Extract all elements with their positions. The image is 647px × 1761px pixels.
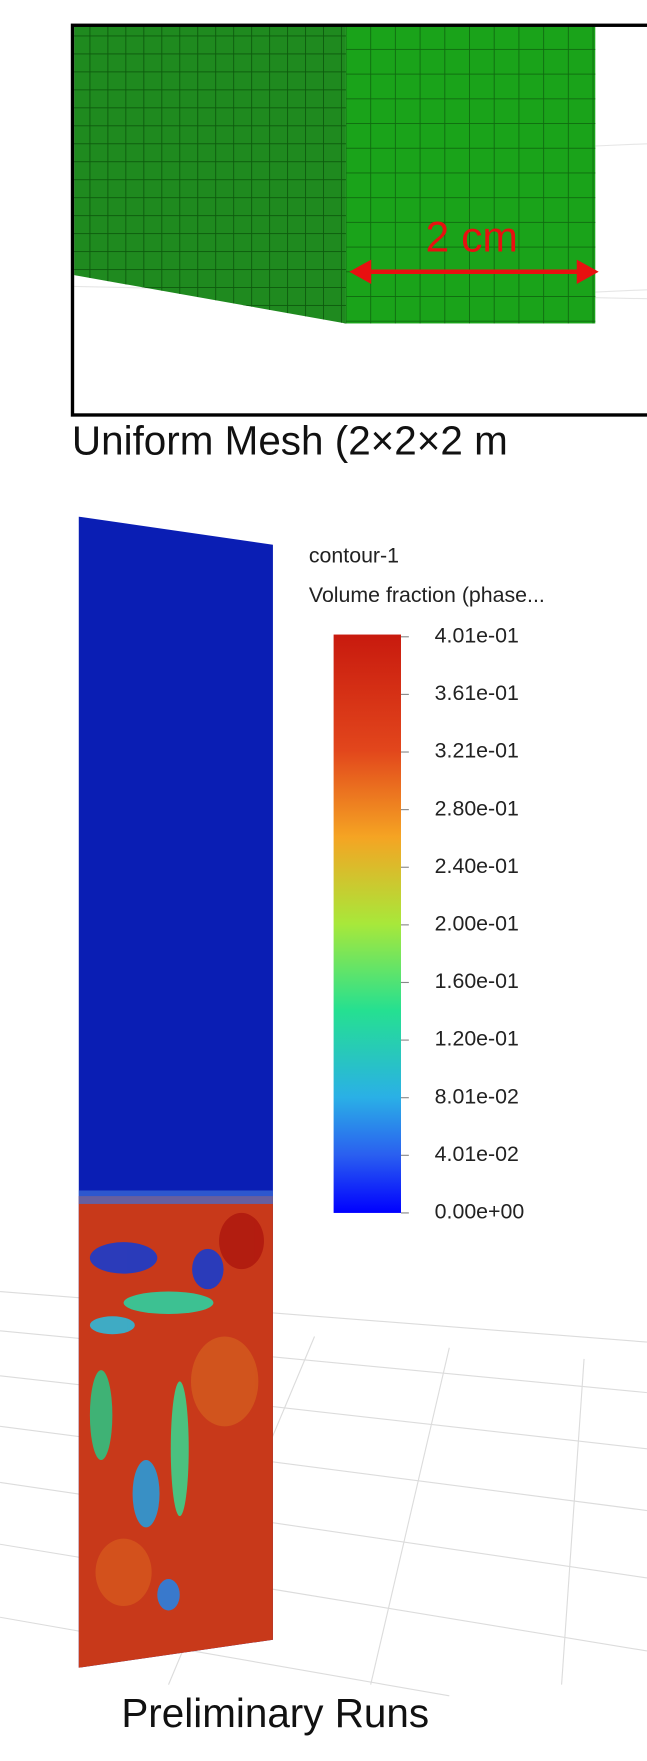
colorbar bbox=[333, 634, 401, 1213]
dimension-label: 2 cm bbox=[426, 214, 518, 262]
mesh-front-grid bbox=[345, 24, 596, 324]
colorbar-label: 4.01e-02 bbox=[435, 1142, 519, 1166]
colorbar-label: 1.20e-01 bbox=[435, 1027, 519, 1051]
legend-title: contour-1 bbox=[309, 544, 399, 568]
colorbar-label: 2.00e-01 bbox=[435, 912, 519, 936]
colorbar-label: 1.60e-01 bbox=[435, 969, 519, 993]
colorbar-label: 0.00e+00 bbox=[435, 1200, 525, 1224]
legend-subtitle: Volume fraction (phase... bbox=[309, 583, 545, 607]
colorbar-ticks: 4.01e-01 3.61e-01 3.21e-01 2.80e-01 2.40e-01… bbox=[400, 623, 525, 1224]
colorbar-label: 2.40e-01 bbox=[435, 854, 519, 878]
panel-border bbox=[70, 23, 647, 417]
mesh-panel: 2 cm bbox=[70, 23, 647, 417]
contour-column bbox=[78, 516, 273, 1668]
dimension-arrow bbox=[349, 259, 599, 284]
colorbar-label: 3.21e-01 bbox=[435, 739, 519, 763]
runs-caption: Preliminary Runs bbox=[121, 1690, 429, 1736]
colorbar-label: 8.01e-02 bbox=[435, 1084, 519, 1108]
mesh-caption: Uniform Mesh (2×2×2 m bbox=[72, 417, 508, 463]
mesh-left-grid bbox=[74, 24, 346, 324]
colorbar-label: 3.61e-01 bbox=[435, 681, 519, 705]
colorbar-label: 4.01e-01 bbox=[435, 623, 519, 647]
colorbar-label: 2.80e-01 bbox=[435, 796, 519, 820]
